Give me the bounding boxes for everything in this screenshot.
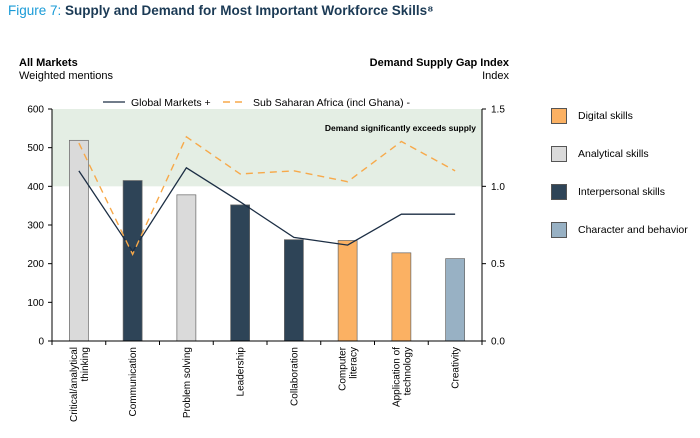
legend-swatch-4 bbox=[551, 222, 567, 238]
left-axis-title: All Markets bbox=[19, 57, 78, 69]
right-axis-title: Demand Supply Gap Index bbox=[369, 57, 509, 69]
bar-2 bbox=[122, 180, 143, 342]
category-label-7: Application oftechnology bbox=[391, 347, 413, 407]
category-label-3: Problem solving bbox=[182, 347, 193, 418]
bar-7 bbox=[391, 252, 412, 342]
figure-number: Figure 7: bbox=[8, 3, 66, 18]
figure-title: Figure 7: Supply and Demand for Most Imp… bbox=[8, 3, 433, 18]
bar-4 bbox=[230, 204, 250, 342]
left-tick-label-400: 400 bbox=[27, 182, 44, 193]
left-tick-label-500: 500 bbox=[27, 143, 44, 154]
legend-swatch-1 bbox=[551, 108, 567, 124]
right-tick-label-1.0: 1.0 bbox=[491, 182, 505, 193]
right-tick-label-1.5: 1.5 bbox=[491, 105, 505, 116]
legend-label-4: Character and behavior bbox=[578, 224, 688, 236]
series-legend-label-1: Global Markets + bbox=[131, 97, 211, 109]
right-axis-subtitle: Index bbox=[482, 70, 509, 82]
right-tick-label-0.5: 0.5 bbox=[491, 259, 505, 270]
category-label-4: Leadership bbox=[236, 347, 247, 397]
left-tick-label-200: 200 bbox=[27, 259, 44, 270]
bar-3 bbox=[176, 194, 197, 342]
left-axis-subtitle: Weighted mentions bbox=[19, 70, 113, 82]
category-label-5: Collaboration bbox=[289, 347, 300, 406]
bar-6 bbox=[337, 240, 358, 342]
figure-title-text: Supply and Demand for Most Important Wor… bbox=[65, 3, 428, 18]
left-tick-label-100: 100 bbox=[27, 298, 44, 309]
bar-1 bbox=[69, 139, 89, 342]
series-legend-label-2: Sub Saharan Africa (incl Ghana) - bbox=[253, 97, 411, 109]
right-axis-header: Demand Supply Gap Index Index bbox=[370, 57, 509, 83]
legend-label-2: Analytical skills bbox=[578, 148, 649, 160]
left-axis-header: All Markets Weighted mentions bbox=[19, 57, 113, 83]
series-line-2 bbox=[78, 135, 456, 257]
category-label-6: Computerliteracy bbox=[338, 346, 360, 391]
left-tick-label-300: 300 bbox=[27, 221, 44, 232]
shaded-band-label: Demand significantly exceeds supply bbox=[325, 123, 476, 133]
category-label-8: Creativity bbox=[451, 347, 462, 389]
series-line-1 bbox=[78, 166, 456, 253]
category-label-1: Critical/analyticalthinking bbox=[69, 347, 91, 422]
category-label-2: Communication bbox=[128, 347, 139, 416]
left-tick-label-0: 0 bbox=[38, 337, 44, 348]
legend-swatch-2 bbox=[551, 146, 567, 162]
bar-5 bbox=[284, 239, 304, 342]
legend-swatch-3 bbox=[551, 184, 567, 200]
right-tick-label-0.0: 0.0 bbox=[491, 337, 505, 348]
shaded-band bbox=[52, 109, 482, 187]
legend-label-1: Digital skills bbox=[578, 110, 633, 122]
figure-footnote-marker: ⁸ bbox=[427, 3, 434, 18]
left-tick-label-600: 600 bbox=[27, 105, 44, 116]
legend-label-3: Interpersonal skills bbox=[578, 186, 665, 198]
bar-8 bbox=[445, 258, 465, 342]
